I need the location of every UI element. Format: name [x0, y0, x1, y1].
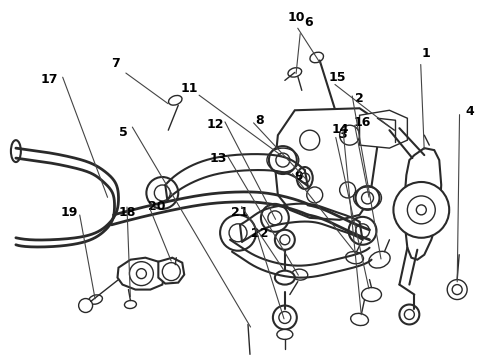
- Circle shape: [356, 186, 379, 210]
- Text: 7: 7: [111, 57, 120, 70]
- Polygon shape: [118, 258, 165, 289]
- Ellipse shape: [345, 252, 364, 264]
- Text: 9: 9: [294, 170, 303, 183]
- Text: 12: 12: [207, 118, 224, 131]
- Polygon shape: [404, 148, 441, 260]
- Circle shape: [147, 177, 178, 209]
- Text: 21: 21: [231, 206, 249, 219]
- Text: 1: 1: [421, 47, 430, 60]
- Ellipse shape: [292, 269, 308, 280]
- Polygon shape: [275, 108, 377, 220]
- Circle shape: [273, 306, 297, 329]
- Ellipse shape: [288, 68, 302, 77]
- Circle shape: [269, 146, 297, 174]
- Text: 15: 15: [329, 71, 346, 84]
- Ellipse shape: [310, 52, 323, 63]
- Ellipse shape: [351, 313, 368, 325]
- Text: 17: 17: [41, 73, 58, 86]
- Circle shape: [393, 182, 449, 238]
- Ellipse shape: [362, 288, 382, 302]
- Ellipse shape: [277, 329, 293, 339]
- Ellipse shape: [11, 140, 21, 162]
- Circle shape: [261, 204, 289, 232]
- Text: 14: 14: [331, 123, 349, 136]
- Circle shape: [275, 230, 295, 250]
- Text: 5: 5: [119, 126, 127, 139]
- Circle shape: [385, 119, 404, 139]
- Ellipse shape: [89, 295, 102, 304]
- Text: 6: 6: [304, 17, 313, 30]
- Ellipse shape: [297, 167, 313, 189]
- Text: 13: 13: [209, 152, 227, 165]
- Text: 16: 16: [353, 116, 371, 129]
- Text: 10: 10: [288, 12, 305, 24]
- Ellipse shape: [169, 95, 182, 105]
- Text: 19: 19: [61, 206, 78, 219]
- Polygon shape: [360, 110, 407, 148]
- Circle shape: [348, 217, 376, 245]
- Circle shape: [220, 215, 256, 251]
- Text: 8: 8: [255, 114, 264, 127]
- Ellipse shape: [369, 251, 390, 268]
- Ellipse shape: [275, 271, 295, 285]
- Text: 3: 3: [338, 127, 347, 141]
- Polygon shape: [158, 258, 184, 284]
- Text: 20: 20: [148, 201, 166, 213]
- Text: 22: 22: [251, 227, 269, 240]
- Text: 2: 2: [355, 92, 364, 105]
- Text: 11: 11: [180, 82, 197, 95]
- Circle shape: [78, 298, 93, 312]
- Text: 4: 4: [465, 105, 474, 118]
- Text: 18: 18: [118, 206, 136, 219]
- Circle shape: [447, 280, 467, 300]
- Ellipse shape: [124, 301, 136, 309]
- Circle shape: [399, 305, 419, 324]
